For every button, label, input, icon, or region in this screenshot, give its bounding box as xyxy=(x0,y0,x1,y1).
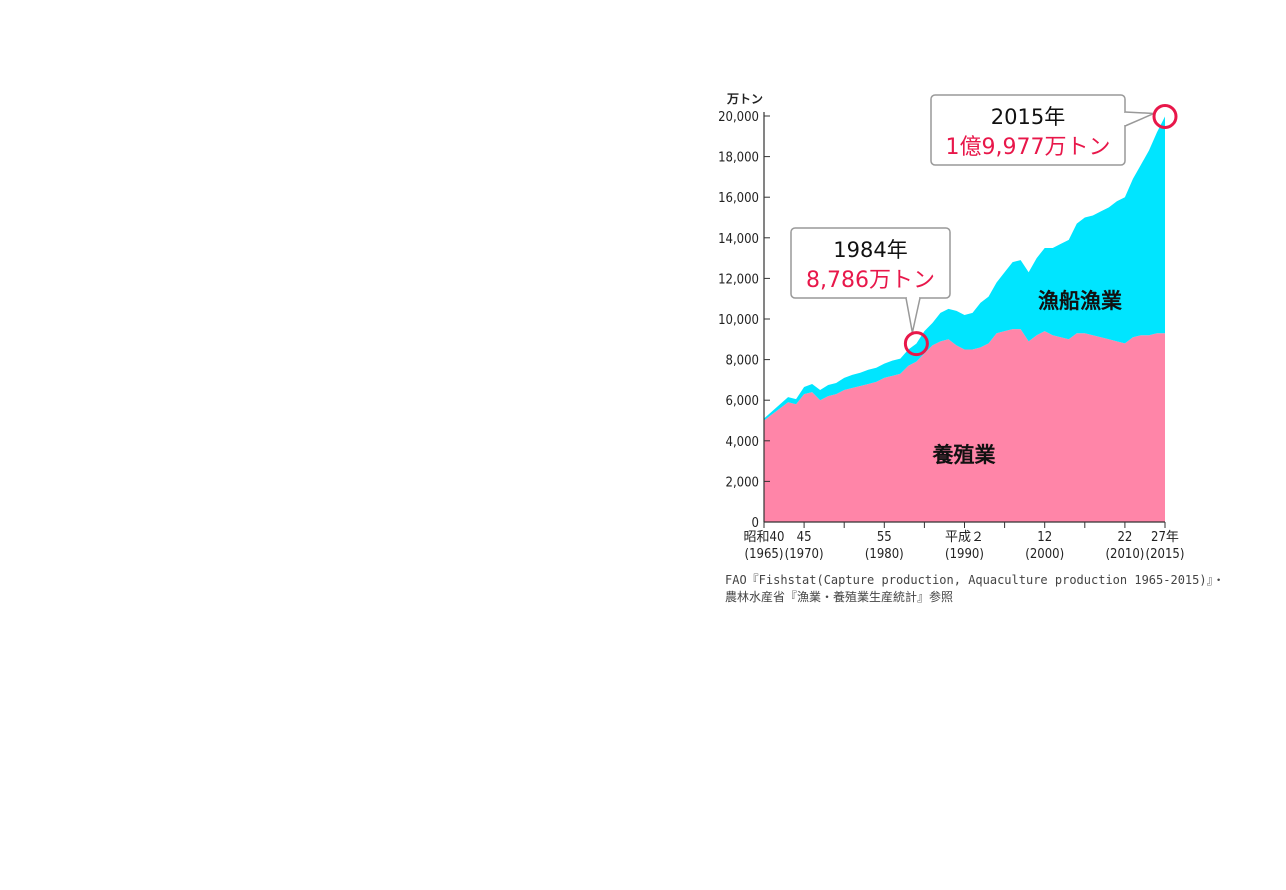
source-note: FAO『Fishstat(Capture production, Aquacul… xyxy=(725,572,1285,606)
source-line-1: FAO『Fishstat(Capture production, Aquacul… xyxy=(725,573,1225,587)
callout-value-label: 8,786万トン xyxy=(806,268,935,293)
callout-pointer xyxy=(905,297,921,333)
x-tick-label-era: 平成２ xyxy=(945,530,984,545)
chart-axes xyxy=(763,112,1166,528)
highlight-circle xyxy=(903,331,929,357)
chart-areas xyxy=(764,116,1165,522)
y-axis-labels: 20,000 18,000 16,000 14,000 12,000 10,000 8,00… xyxy=(718,110,759,531)
x-tick-label-year: (2015) xyxy=(1146,547,1185,562)
y-tick-label: 10,000 xyxy=(718,313,759,328)
callout-year-label: 2015年 xyxy=(991,105,1065,129)
series-label-aquaculture: 養殖業 xyxy=(932,443,997,467)
area-series-1 xyxy=(764,116,1165,421)
callout-pointer xyxy=(1124,111,1155,127)
y-axis-unit-label: 万トン xyxy=(726,92,763,106)
callout-year-label: 1984年 xyxy=(833,238,907,262)
highlight-circle xyxy=(1152,103,1178,129)
y-tick-label: 0 xyxy=(752,516,759,531)
x-tick-label-year: (2000) xyxy=(1025,547,1064,562)
x-tick-label-year: (1980) xyxy=(865,547,904,562)
x-tick-label-year: (1970) xyxy=(785,547,824,562)
x-tick-label-era: 22 xyxy=(1117,530,1132,545)
x-tick-label-year: (2010) xyxy=(1105,547,1144,562)
y-tick-label: 12,000 xyxy=(718,272,759,287)
y-tick-label: 8,000 xyxy=(726,354,759,369)
y-tick-label: 20,000 xyxy=(718,110,759,125)
callouts: 1984年 8,786万トン 2015年 1億9,977万トン xyxy=(790,94,1178,357)
x-axis-labels: 昭和40 (1965) 45 (1970) 55 (1980) 平成２ (1990) 12 (20… xyxy=(744,530,1185,562)
series-label-fishing: 漁船漁業 xyxy=(1038,289,1123,313)
y-tick-label: 4,000 xyxy=(726,435,759,450)
y-tick-label: 2,000 xyxy=(726,475,759,490)
x-tick-label-year: (1965) xyxy=(745,547,784,562)
x-tick-label-era: 27年 xyxy=(1151,530,1179,545)
y-tick-label: 6,000 xyxy=(726,394,759,409)
x-tick-label-era: 12 xyxy=(1037,530,1052,545)
y-tick-label: 14,000 xyxy=(718,232,759,247)
y-tick-label: 16,000 xyxy=(718,191,759,206)
callout-box xyxy=(790,227,951,299)
x-tick-label-year: (1990) xyxy=(945,547,984,562)
x-tick-label-era: 45 xyxy=(797,530,812,545)
x-tick-label-era: 55 xyxy=(877,530,892,545)
y-tick-label: 18,000 xyxy=(718,151,759,166)
callout-box xyxy=(930,94,1126,166)
x-tick-label-era: 昭和40 xyxy=(744,530,785,545)
callout-value-label: 1億9,977万トン xyxy=(946,135,1111,160)
source-line-2: 農林水産省『漁業・養殖業生産統計』参照 xyxy=(725,590,954,604)
area-series-0 xyxy=(764,329,1165,522)
